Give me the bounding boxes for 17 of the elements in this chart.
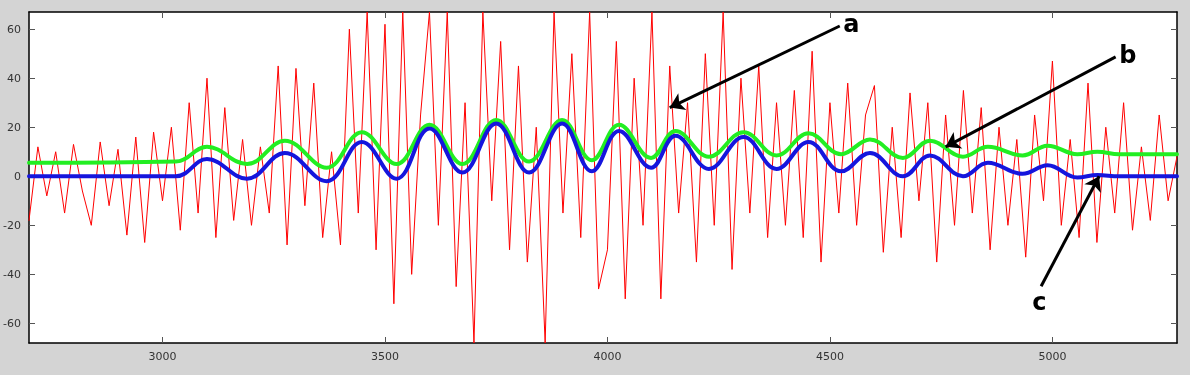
x-tick-label: 3000 [148,350,177,363]
y-tick-label: -40 [3,267,21,281]
x-tick-label: 5000 [1038,350,1067,363]
x-tick-label: 4500 [815,350,844,363]
line-series [28,11,1178,344]
y-tick-label: 20 [7,120,21,134]
y-tick-label: -60 [3,316,21,330]
y-tick-label: 40 [7,71,21,85]
x-tick-label: 3500 [370,350,399,363]
annotation: c [1032,287,1047,316]
x-tick-label: 4000 [593,350,622,363]
y-tick-label: 0 [14,169,21,183]
annotation: a [843,10,860,39]
y-tick-label: -20 [3,218,21,232]
y-tick-label: 60 [7,22,21,36]
annotation: b [1119,40,1137,69]
line-series [27,117,1179,170]
